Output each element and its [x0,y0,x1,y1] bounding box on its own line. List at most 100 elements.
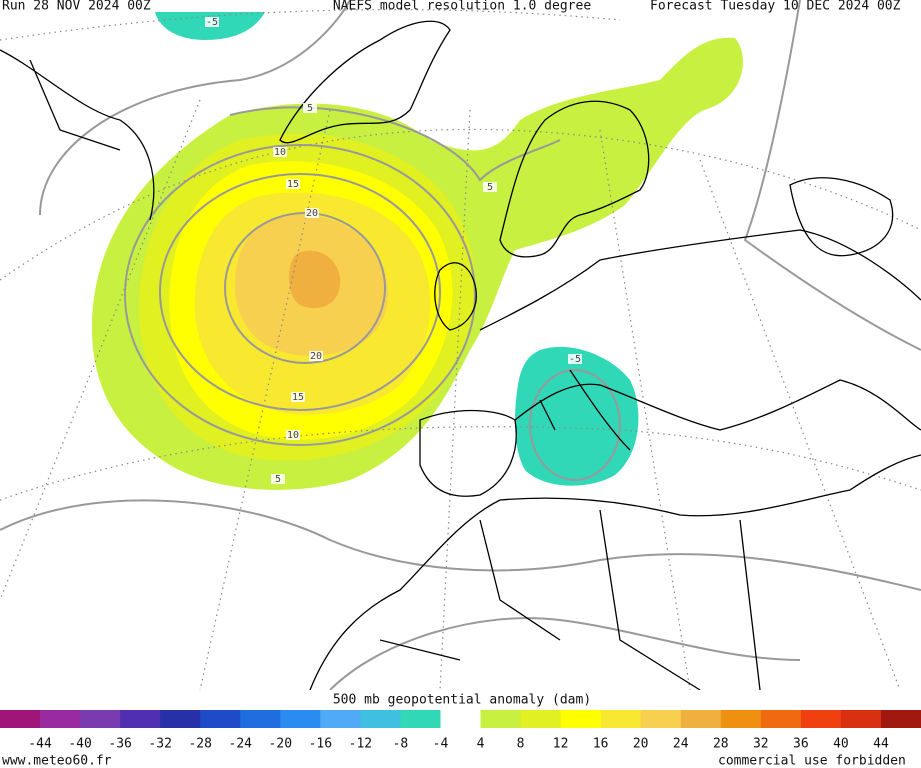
contour-label-bg [286,179,300,189]
greenland [279,20,451,144]
colorbar-swatch [680,710,722,728]
contour [159,173,441,411]
colorbar-swatch [320,710,361,728]
contour [0,499,921,591]
colorbar: -44 -40 -36 -32 -28 -24 -20 -16 -12 -8 -4 4 8 12 16 20 2… [0,710,921,752]
colorbar-swatch [200,710,241,728]
colorbar-swatch [640,710,682,728]
contour-label-bg [205,17,219,27]
contour-label: 15 [292,392,304,403]
contour-label-bg [271,474,285,484]
contour-label: 5 [275,474,281,485]
colorbar-label: -4 [433,737,449,752]
colorbar-label: 8 [517,737,525,752]
latitude-line [0,426,921,501]
contour-label: -5 [206,17,218,28]
colorbar-label: 24 [673,737,689,752]
contour-label-bg [273,147,287,157]
scandinavia [499,100,650,258]
british-isles [434,262,477,331]
model-label: NAEFS model resolution 1.0 degree [333,0,591,14]
contour-label-bg [291,392,305,402]
colorbar-label: -40 [68,737,91,752]
contour [39,0,351,216]
colorbar-swatch [0,710,41,728]
graticule [0,8,921,691]
colorbar-swatch [120,710,161,728]
contour [329,617,801,691]
colorbar-swatch [720,710,762,728]
legend-panel [0,690,921,768]
colorbar-label: 16 [593,737,609,752]
colorbar-label: -28 [188,737,211,752]
source-label: www.meteo60.fr [2,754,112,768]
contour [124,144,476,446]
italy [539,369,631,451]
colorbar-label: 36 [793,737,809,752]
colorbar-swatch [480,710,522,728]
colorbar-swatch [600,710,642,728]
contour-label-bg [309,351,323,361]
colorbar-label: 12 [553,737,569,752]
colorbar-swatch [240,710,281,728]
colorbar-label: -20 [269,737,292,752]
europe [479,229,921,431]
contour-label: 20 [310,351,322,362]
colorbar-label: 20 [633,737,649,752]
colorbar-label: -8 [393,737,409,752]
contour-label-bg [305,208,319,218]
colorbar-label: 4 [477,737,485,752]
contour-label: 10 [287,430,299,441]
contour [743,0,921,351]
colorbar-swatch [440,710,482,728]
colorbar-swatch [560,710,602,728]
colorbar-label: -36 [108,737,131,752]
africa [309,454,921,691]
contour-label-bg [303,103,317,113]
notice-label: commercial use forbidden [718,754,906,768]
colorbar-swatch [880,710,921,728]
colorbar-label: 28 [713,737,729,752]
contour [529,369,621,481]
colorbar-label: -12 [349,737,372,752]
colorbar-label: 32 [753,737,769,752]
canada [0,49,155,221]
colorbar-label: -16 [309,737,332,752]
colorbar-swatch [280,710,321,728]
russia [789,177,894,257]
colorbar-swatch [360,710,401,728]
colorbar-swatch [520,710,562,728]
colorbar-label: -24 [229,737,253,752]
contour-label: 20 [306,208,318,219]
colorbar-label: 40 [833,737,849,752]
colorbar-label: 44 [873,737,889,752]
longitude-line [599,129,691,691]
contour-label-bg [286,430,300,440]
anomaly-neg [515,346,639,486]
colorbar-swatch [760,710,802,728]
longitude-line [699,159,901,691]
colorbar-swatch [400,710,441,728]
colorbar-swatch [160,710,201,728]
contour-label: 15 [287,179,299,190]
colorbar-swatch [80,710,121,728]
forecast-label: Forecast Tuesday 10 DEC 2024 00Z [650,0,901,14]
anomaly-24-28 [288,250,341,309]
contour-labels: -5 5 10 15 20 20 15 10 5 5 -5 [205,17,582,485]
contour-label-bg [483,182,497,192]
contour-label-bg [568,354,582,364]
longitude-line [199,109,331,691]
contour-label: 10 [274,147,286,158]
borders [379,509,761,691]
contour-label: 5 [307,103,313,114]
colorbar-swatch [40,710,81,728]
coastlines [0,20,921,691]
anomaly-fill [91,12,743,490]
contour-label: 5 [487,182,493,193]
run-label: Run 28 NOV 2024 00Z [2,0,151,14]
colorbar-label: -32 [148,737,171,752]
contour-label: -5 [569,354,581,365]
colorbar-title: 500 mb geopotential anomaly (dam) [333,693,591,708]
iberia [419,409,517,497]
